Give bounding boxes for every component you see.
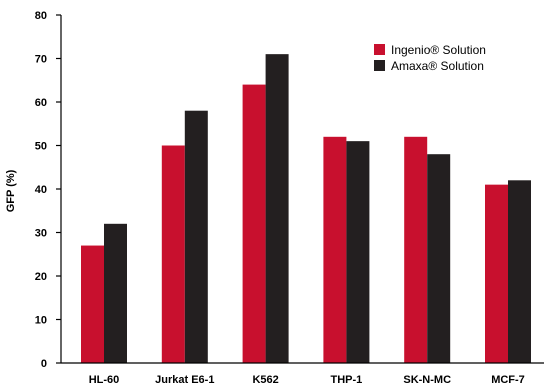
y-tick-label: 50 [35, 141, 47, 153]
y-tick-label: 0 [41, 358, 47, 370]
legend-swatch [374, 60, 385, 71]
y-axis-title: GFP (%) [5, 169, 17, 212]
x-tick-label: K562 [252, 374, 278, 386]
bar-amaxa-mcf-7 [508, 180, 531, 363]
y-tick-label: 40 [35, 184, 47, 196]
bar-ingenio-hl-60 [81, 245, 104, 363]
bar-amaxa-thp-1 [346, 141, 370, 363]
x-tick-label: Jurkat E6-1 [155, 374, 214, 386]
bar-ingenio-jurkat-e6-1 [161, 145, 185, 363]
legend-label: Amaxa® Solution [391, 59, 484, 73]
legend: Ingenio® Solution Amaxa® Solution [374, 43, 486, 73]
legend-swatch [374, 44, 385, 55]
y-tick-label: 80 [35, 10, 47, 22]
bar-ingenio-sk-n-mc [404, 136, 428, 363]
bar-amaxa-hl-60 [104, 223, 127, 363]
y-tick-label: 10 [35, 315, 47, 327]
bar-ingenio-thp-1 [323, 136, 347, 363]
x-tick-label: HL-60 [89, 374, 120, 386]
y-tick-label: 20 [35, 271, 47, 283]
bars [81, 54, 531, 364]
bar-ingenio-mcf-7 [485, 184, 508, 363]
bar-amaxa-sk-n-mc [427, 154, 451, 363]
bar-ingenio-k562 [242, 84, 266, 363]
x-axis-labels: HL-60 Jurkat E6-1 K562 THP-1 SK-N-MC MCF-7 [89, 374, 525, 386]
x-tick-label: SK-N-MC [403, 374, 451, 386]
legend-label: Ingenio® Solution [391, 43, 486, 57]
bar-amaxa-k562 [265, 54, 289, 364]
bar-amaxa-jurkat-e6-1 [184, 110, 208, 363]
x-tick-label: MCF-7 [491, 374, 525, 386]
y-axis-ticks: 0 10 20 30 40 50 60 70 80 [35, 10, 61, 370]
x-tick-label: THP-1 [331, 374, 363, 386]
y-tick-label: 70 [35, 54, 47, 66]
y-tick-label: 30 [35, 228, 47, 240]
y-tick-label: 60 [35, 97, 47, 109]
